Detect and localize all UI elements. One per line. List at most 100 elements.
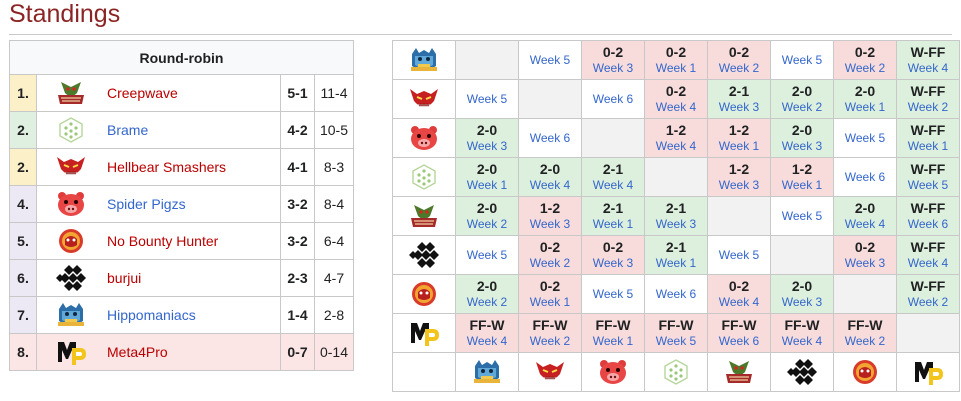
- match-week[interactable]: Week 5: [718, 248, 760, 262]
- team-logo-cell[interactable]: [36, 148, 105, 186]
- match-cell[interactable]: Week 5: [518, 40, 582, 80]
- match-week[interactable]: Week 1: [655, 256, 697, 270]
- match-cell[interactable]: 2-1 Week 3: [707, 79, 771, 119]
- match-week[interactable]: Week 3: [592, 61, 634, 75]
- team-link[interactable]: No Bounty Hunter: [107, 233, 219, 249]
- match-week[interactable]: Week 5: [781, 53, 823, 67]
- column-team-header[interactable]: [707, 352, 771, 392]
- match-cell[interactable]: FF-W Week 6: [707, 313, 771, 353]
- match-week[interactable]: Week 2: [529, 334, 571, 348]
- column-team-header[interactable]: [581, 352, 645, 392]
- match-week[interactable]: Week 2: [466, 295, 508, 309]
- team-logo-cell[interactable]: [36, 296, 105, 334]
- match-cell[interactable]: 0-2 Week 3: [833, 235, 897, 275]
- match-week[interactable]: Week 3: [781, 295, 823, 309]
- match-week[interactable]: Week 6: [655, 287, 697, 301]
- match-week[interactable]: Week 3: [529, 217, 571, 231]
- match-cell[interactable]: 0-2 Week 3: [581, 235, 645, 275]
- match-cell[interactable]: W-FF Week 2: [896, 274, 960, 314]
- column-team-header[interactable]: [518, 352, 582, 392]
- match-cell[interactable]: 2-0 Week 4: [833, 196, 897, 236]
- match-cell[interactable]: 1-2 Week 1: [707, 118, 771, 158]
- match-week[interactable]: Week 4: [529, 178, 571, 192]
- match-week[interactable]: Week 2: [907, 295, 949, 309]
- match-week[interactable]: Week 6: [529, 131, 571, 145]
- match-cell[interactable]: 2-0 Week 2: [455, 196, 519, 236]
- match-week[interactable]: Week 4: [844, 217, 886, 231]
- match-cell[interactable]: W-FF Week 6: [896, 196, 960, 236]
- match-week[interactable]: Week 5: [592, 287, 634, 301]
- match-cell[interactable]: 1-2 Week 1: [770, 157, 834, 197]
- match-cell[interactable]: 1-2 Week 4: [644, 118, 708, 158]
- match-week[interactable]: Week 2: [466, 217, 508, 231]
- match-week[interactable]: Week 5: [466, 248, 508, 262]
- match-week[interactable]: Week 2: [907, 100, 949, 114]
- match-cell[interactable]: FF-W Week 2: [833, 313, 897, 353]
- match-cell[interactable]: W-FF Week 2: [896, 79, 960, 119]
- match-cell[interactable]: 2-1 Week 3: [644, 196, 708, 236]
- match-cell[interactable]: 2-1 Week 1: [644, 235, 708, 275]
- match-cell[interactable]: Week 5: [770, 40, 834, 80]
- match-cell[interactable]: Week 5: [833, 118, 897, 158]
- match-cell[interactable]: Week 5: [455, 235, 519, 275]
- row-team-header[interactable]: [392, 157, 456, 197]
- team-link[interactable]: Meta4Pro: [107, 344, 168, 360]
- match-week[interactable]: Week 2: [781, 100, 823, 114]
- match-cell[interactable]: Week 5: [581, 274, 645, 314]
- match-week[interactable]: Week 1: [718, 139, 760, 153]
- match-cell[interactable]: 2-0 Week 3: [770, 118, 834, 158]
- match-week[interactable]: Week 3: [781, 139, 823, 153]
- row-team-header[interactable]: [392, 118, 456, 158]
- team-link[interactable]: Spider Pigzs: [107, 196, 186, 212]
- match-week[interactable]: Week 1: [592, 217, 634, 231]
- match-cell[interactable]: 2-1 Week 1: [581, 196, 645, 236]
- row-team-header[interactable]: [392, 274, 456, 314]
- team-logo-cell[interactable]: [36, 185, 105, 223]
- match-cell[interactable]: FF-W Week 2: [518, 313, 582, 353]
- match-week[interactable]: Week 3: [592, 256, 634, 270]
- column-team-header[interactable]: [833, 352, 897, 392]
- match-cell[interactable]: 0-2 Week 2: [833, 40, 897, 80]
- team-link[interactable]: burjui: [107, 270, 142, 286]
- match-cell[interactable]: 1-2 Week 3: [518, 196, 582, 236]
- column-team-header[interactable]: [770, 352, 834, 392]
- match-cell[interactable]: Week 5: [770, 196, 834, 236]
- match-week[interactable]: Week 6: [718, 334, 760, 348]
- team-logo-cell[interactable]: [36, 333, 105, 371]
- match-week[interactable]: Week 1: [907, 139, 949, 153]
- match-week[interactable]: Week 6: [844, 170, 886, 184]
- team-link[interactable]: Creepwave: [107, 85, 178, 101]
- match-cell[interactable]: FF-W Week 4: [770, 313, 834, 353]
- match-week[interactable]: Week 3: [655, 217, 697, 231]
- match-cell[interactable]: 2-0 Week 2: [455, 274, 519, 314]
- team-logo-cell[interactable]: [36, 222, 105, 260]
- match-week[interactable]: Week 1: [655, 61, 697, 75]
- row-team-header[interactable]: [392, 313, 456, 353]
- match-week[interactable]: Week 5: [844, 131, 886, 145]
- team-logo-cell[interactable]: [36, 74, 105, 112]
- row-team-header[interactable]: [392, 79, 456, 119]
- match-cell[interactable]: Week 5: [455, 79, 519, 119]
- match-cell[interactable]: W-FF Week 1: [896, 118, 960, 158]
- match-week[interactable]: Week 6: [907, 217, 949, 231]
- match-week[interactable]: Week 4: [655, 139, 697, 153]
- match-cell[interactable]: 2-0 Week 3: [770, 274, 834, 314]
- match-cell[interactable]: 2-1 Week 4: [581, 157, 645, 197]
- match-cell[interactable]: 2-0 Week 1: [455, 157, 519, 197]
- match-week[interactable]: Week 4: [592, 178, 634, 192]
- match-week[interactable]: Week 4: [655, 100, 697, 114]
- match-cell[interactable]: W-FF Week 4: [896, 235, 960, 275]
- match-week[interactable]: Week 3: [718, 100, 760, 114]
- team-logo-cell[interactable]: [36, 111, 105, 149]
- match-cell[interactable]: 0-2 Week 3: [581, 40, 645, 80]
- match-week[interactable]: Week 2: [529, 256, 571, 270]
- match-week[interactable]: Week 5: [466, 92, 508, 106]
- match-cell[interactable]: Week 6: [518, 118, 582, 158]
- match-cell[interactable]: 0-2 Week 4: [644, 79, 708, 119]
- match-week[interactable]: Week 3: [466, 139, 508, 153]
- match-week[interactable]: Week 1: [781, 178, 823, 192]
- match-cell[interactable]: 0-2 Week 1: [644, 40, 708, 80]
- match-week[interactable]: Week 4: [718, 295, 760, 309]
- match-week[interactable]: Week 3: [844, 256, 886, 270]
- match-week[interactable]: Week 4: [907, 61, 949, 75]
